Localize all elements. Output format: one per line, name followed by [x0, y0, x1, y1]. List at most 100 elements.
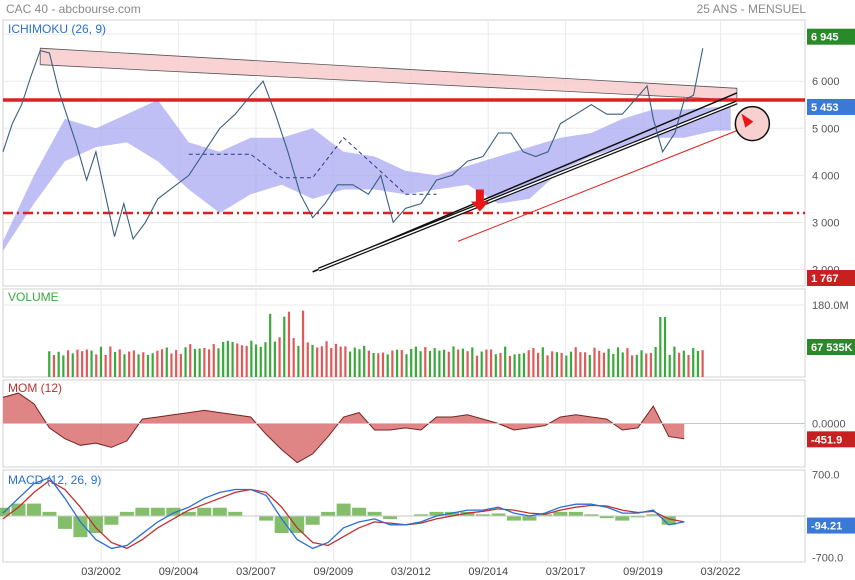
volume-bar — [442, 349, 446, 377]
volume-bar — [264, 342, 267, 377]
volume-bar — [621, 352, 624, 377]
volume-bar — [494, 354, 497, 377]
volume-bar — [414, 346, 417, 377]
x-tick-label: 09/2009 — [314, 566, 354, 578]
volume-bar — [645, 353, 648, 377]
volume-bar — [499, 353, 502, 377]
volume-bar — [546, 355, 549, 377]
ichimoku-badge: 5 453 — [811, 102, 839, 114]
volume-bar — [170, 353, 173, 377]
volume-bar — [678, 352, 681, 377]
macd-title: MACD (12, 26, 9) — [8, 473, 101, 487]
ichimoku-y-tick: 4 000 — [812, 170, 840, 182]
volume-bar — [640, 350, 643, 377]
macd-histogram-bar — [414, 514, 429, 517]
macd-histogram-bar — [119, 511, 134, 517]
momentum-badge: -451.9 — [811, 434, 842, 446]
x-tick-label: 03/2017 — [546, 566, 586, 578]
volume-bar — [339, 346, 342, 377]
volume-bar — [555, 352, 558, 377]
ichimoku-cloud — [3, 100, 731, 251]
volume-bar — [527, 350, 530, 377]
volume-bar — [696, 350, 700, 377]
macd-y-tick: -700.0 — [812, 552, 843, 564]
volume-bar — [90, 350, 93, 377]
macd-panel: 700.0 -700.0 -94.21 — [0, 470, 855, 564]
macd-histogram-bar — [197, 507, 212, 517]
volume-bar — [179, 353, 182, 377]
macd-histogram-bar — [336, 503, 351, 517]
macd-badge-bg — [807, 517, 855, 534]
volume-title: VOLUME — [8, 290, 59, 304]
volume-bar — [471, 347, 474, 377]
volume-bar — [405, 354, 408, 377]
macd-histogram-bar — [26, 503, 41, 517]
volume-bar — [631, 355, 634, 377]
ichimoku-badge-bg — [807, 98, 855, 115]
momentum-panel: 0.0000 -451.9 — [2, 392, 855, 464]
volume-bar — [203, 347, 206, 377]
momentum-y-tick: 0.0000 — [812, 419, 846, 431]
macd-histogram-bar — [104, 516, 119, 525]
x-tick-label: 03/2007 — [236, 566, 276, 578]
macd-histogram-bar — [460, 511, 475, 517]
macd-histogram-bar — [0, 507, 10, 517]
volume-bar — [250, 340, 253, 377]
volume-bar — [95, 354, 98, 377]
volume-bar — [513, 354, 516, 377]
kijun-line — [188, 136, 437, 195]
volume-bar — [104, 354, 107, 377]
volume-bar — [438, 350, 441, 377]
volume-bar — [330, 347, 333, 377]
volume-bar — [109, 346, 112, 377]
volume-bar — [165, 347, 168, 377]
volume-bar — [278, 337, 281, 377]
volume-bar — [146, 354, 150, 377]
macd-histogram-bar — [661, 516, 676, 525]
volume-bar — [245, 345, 248, 377]
volume-bar — [292, 338, 295, 377]
macd-histogram-bar — [367, 511, 382, 517]
volume-bar — [602, 352, 606, 377]
volume-bar — [254, 344, 258, 377]
volume-bar — [616, 347, 620, 377]
macd-histogram-bar — [630, 516, 645, 518]
trendline-black-2-inner — [318, 101, 738, 271]
x-tick-label: 09/2004 — [159, 566, 199, 578]
volume-bar — [508, 355, 511, 377]
volume-bar — [659, 317, 662, 377]
macd-histogram-bar — [259, 516, 274, 521]
volume-bar — [457, 349, 460, 377]
macd-histogram-bar — [42, 511, 57, 517]
volume-bar — [447, 351, 450, 377]
volume-bar — [283, 316, 286, 377]
macd-histogram-bar — [491, 513, 506, 517]
macd-histogram-bar — [444, 511, 459, 517]
volume-bar — [198, 348, 201, 377]
volume-bar — [175, 350, 178, 377]
macd-y-tick: 700.0 — [812, 470, 840, 482]
volume-bar — [654, 346, 657, 377]
volume-bar — [372, 352, 375, 377]
macd-histogram-bar — [615, 516, 630, 521]
macd-histogram-bar — [429, 511, 444, 517]
ichimoku-title: ICHIMOKU (26, 9) — [8, 22, 106, 36]
volume-bar — [663, 317, 667, 377]
volume-bar — [156, 350, 159, 377]
volume-bar — [297, 345, 300, 377]
macd-histogram-bar — [181, 511, 196, 517]
macd-histogram-bar — [506, 516, 521, 521]
macd-histogram-bar — [274, 516, 289, 534]
volume-bar — [85, 349, 88, 377]
arrow-down-icon — [470, 189, 489, 212]
ichimoku-badge-bg — [807, 28, 855, 45]
volume-bar — [99, 346, 103, 377]
momentum-badge-bg — [807, 431, 855, 448]
volume-bar — [325, 341, 328, 377]
volume-bar — [588, 354, 591, 377]
volume-bar — [62, 355, 65, 377]
volume-bar — [504, 346, 507, 377]
volume-badge: 67 535K — [811, 342, 853, 354]
